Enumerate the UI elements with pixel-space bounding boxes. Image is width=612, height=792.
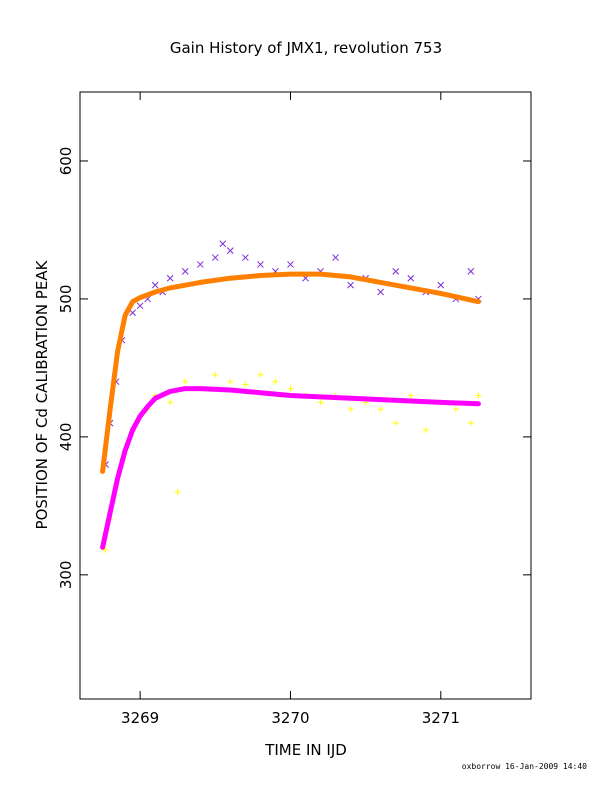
data-point-1: [407, 392, 414, 399]
x-axis-label: TIME IN IJD: [264, 741, 347, 759]
data-point-1: [467, 420, 474, 427]
x-axis: 3269 3270 3271: [121, 92, 460, 727]
data-point-0: [332, 254, 339, 261]
data-point-0: [392, 267, 400, 275]
data-point-1: [102, 547, 109, 554]
data-point-0: [136, 302, 144, 310]
data-point-0: [166, 274, 174, 282]
data-point-1: [287, 385, 294, 392]
y-tick-label: 600: [57, 147, 75, 176]
data-point-0: [437, 281, 445, 289]
chart-title: Gain History of JMX1, revolution 753: [170, 39, 442, 57]
data-point-1: [167, 399, 174, 406]
data-point-0: [196, 261, 204, 268]
data-point-0: [407, 274, 415, 282]
data-point-1: [227, 378, 234, 385]
plot-area: [100, 240, 482, 554]
data-point-0: [211, 254, 219, 261]
data-point-1: [377, 406, 384, 413]
data-point-0: [377, 288, 385, 296]
data-point-1: [392, 420, 399, 427]
x-tick-label: 3271: [422, 709, 460, 727]
data-point-0: [181, 267, 189, 275]
data-point-0: [151, 281, 159, 289]
data-point-1: [182, 378, 189, 385]
data-point-1: [242, 381, 249, 388]
data-point-0: [347, 281, 354, 289]
data-point-0: [287, 261, 294, 268]
data-point-1: [257, 371, 264, 378]
data-point-1: [272, 378, 279, 385]
data-point-0: [257, 261, 264, 268]
footer-credit: oxborrow 16-Jan-2009 14:40: [462, 762, 587, 771]
plot-frame: [79, 91, 532, 700]
data-point-1: [174, 489, 181, 496]
data-point-0: [226, 247, 234, 255]
data-point-1: [317, 399, 324, 406]
data-point-1: [212, 371, 219, 378]
data-point-0: [129, 309, 136, 317]
series-line-2: [100, 271, 481, 474]
data-point-1: [422, 426, 429, 433]
y-axis-label: POSITION OF Cd CALIBRATION PEAK: [33, 259, 51, 529]
y-tick-label: 300: [57, 561, 75, 590]
series-line-3: [100, 386, 481, 550]
data-point-1: [475, 392, 482, 399]
y-tick-label: 400: [57, 423, 75, 452]
data-point-1: [347, 406, 354, 413]
data-point-0: [467, 267, 475, 275]
data-point-0: [242, 254, 249, 261]
data-point-1: [452, 406, 459, 413]
x-tick-label: 3269: [121, 709, 159, 727]
x-tick-label: 3270: [271, 709, 309, 727]
y-tick-label: 500: [57, 285, 75, 314]
y-axis: 300 400 500 600: [57, 147, 531, 590]
data-point-0: [219, 240, 227, 248]
